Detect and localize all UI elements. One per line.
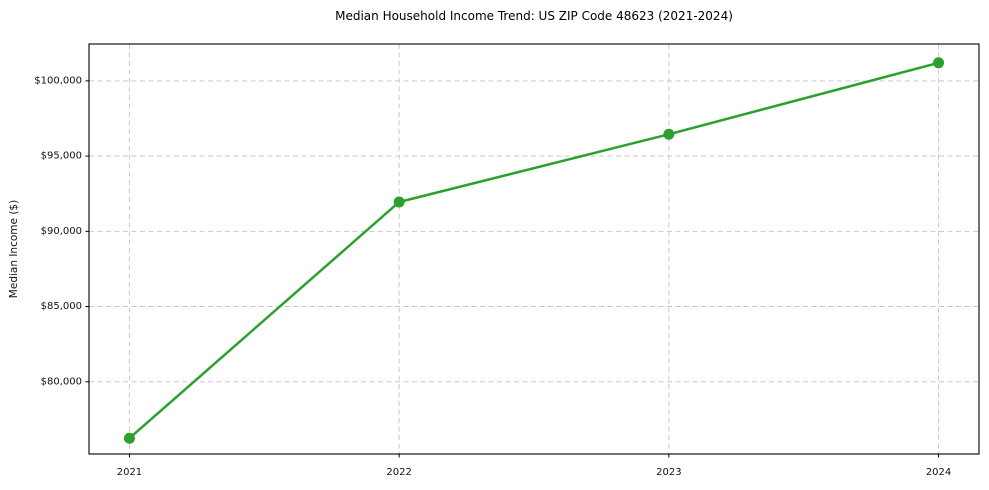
y-tick-label: $90,000 (41, 226, 82, 237)
data-point-2021 (123, 432, 135, 444)
y-tick-label: $100,000 (34, 75, 82, 86)
y-tick-label: $80,000 (41, 376, 82, 387)
data-point-2023 (663, 128, 675, 140)
x-tick-label: 2022 (386, 467, 411, 478)
x-tick-label: 2024 (926, 467, 951, 478)
y-tick-label: $95,000 (41, 151, 82, 162)
x-tick-label: 2021 (117, 467, 142, 478)
chart-title: Median Household Income Trend: US ZIP Co… (335, 9, 733, 23)
income-trend-line (128, 61, 940, 440)
y-axis-label: Median Income ($) (8, 200, 20, 298)
x-tick-label: 2023 (656, 467, 681, 478)
y-tick-label: $85,000 (41, 301, 82, 312)
plot-border (88, 43, 980, 455)
data-point-2024 (933, 57, 945, 69)
chart-area: $80,000 $85,000 $90,000 $95,000 $100,000 2021… (34, 43, 980, 478)
data-point-2022 (393, 196, 405, 208)
